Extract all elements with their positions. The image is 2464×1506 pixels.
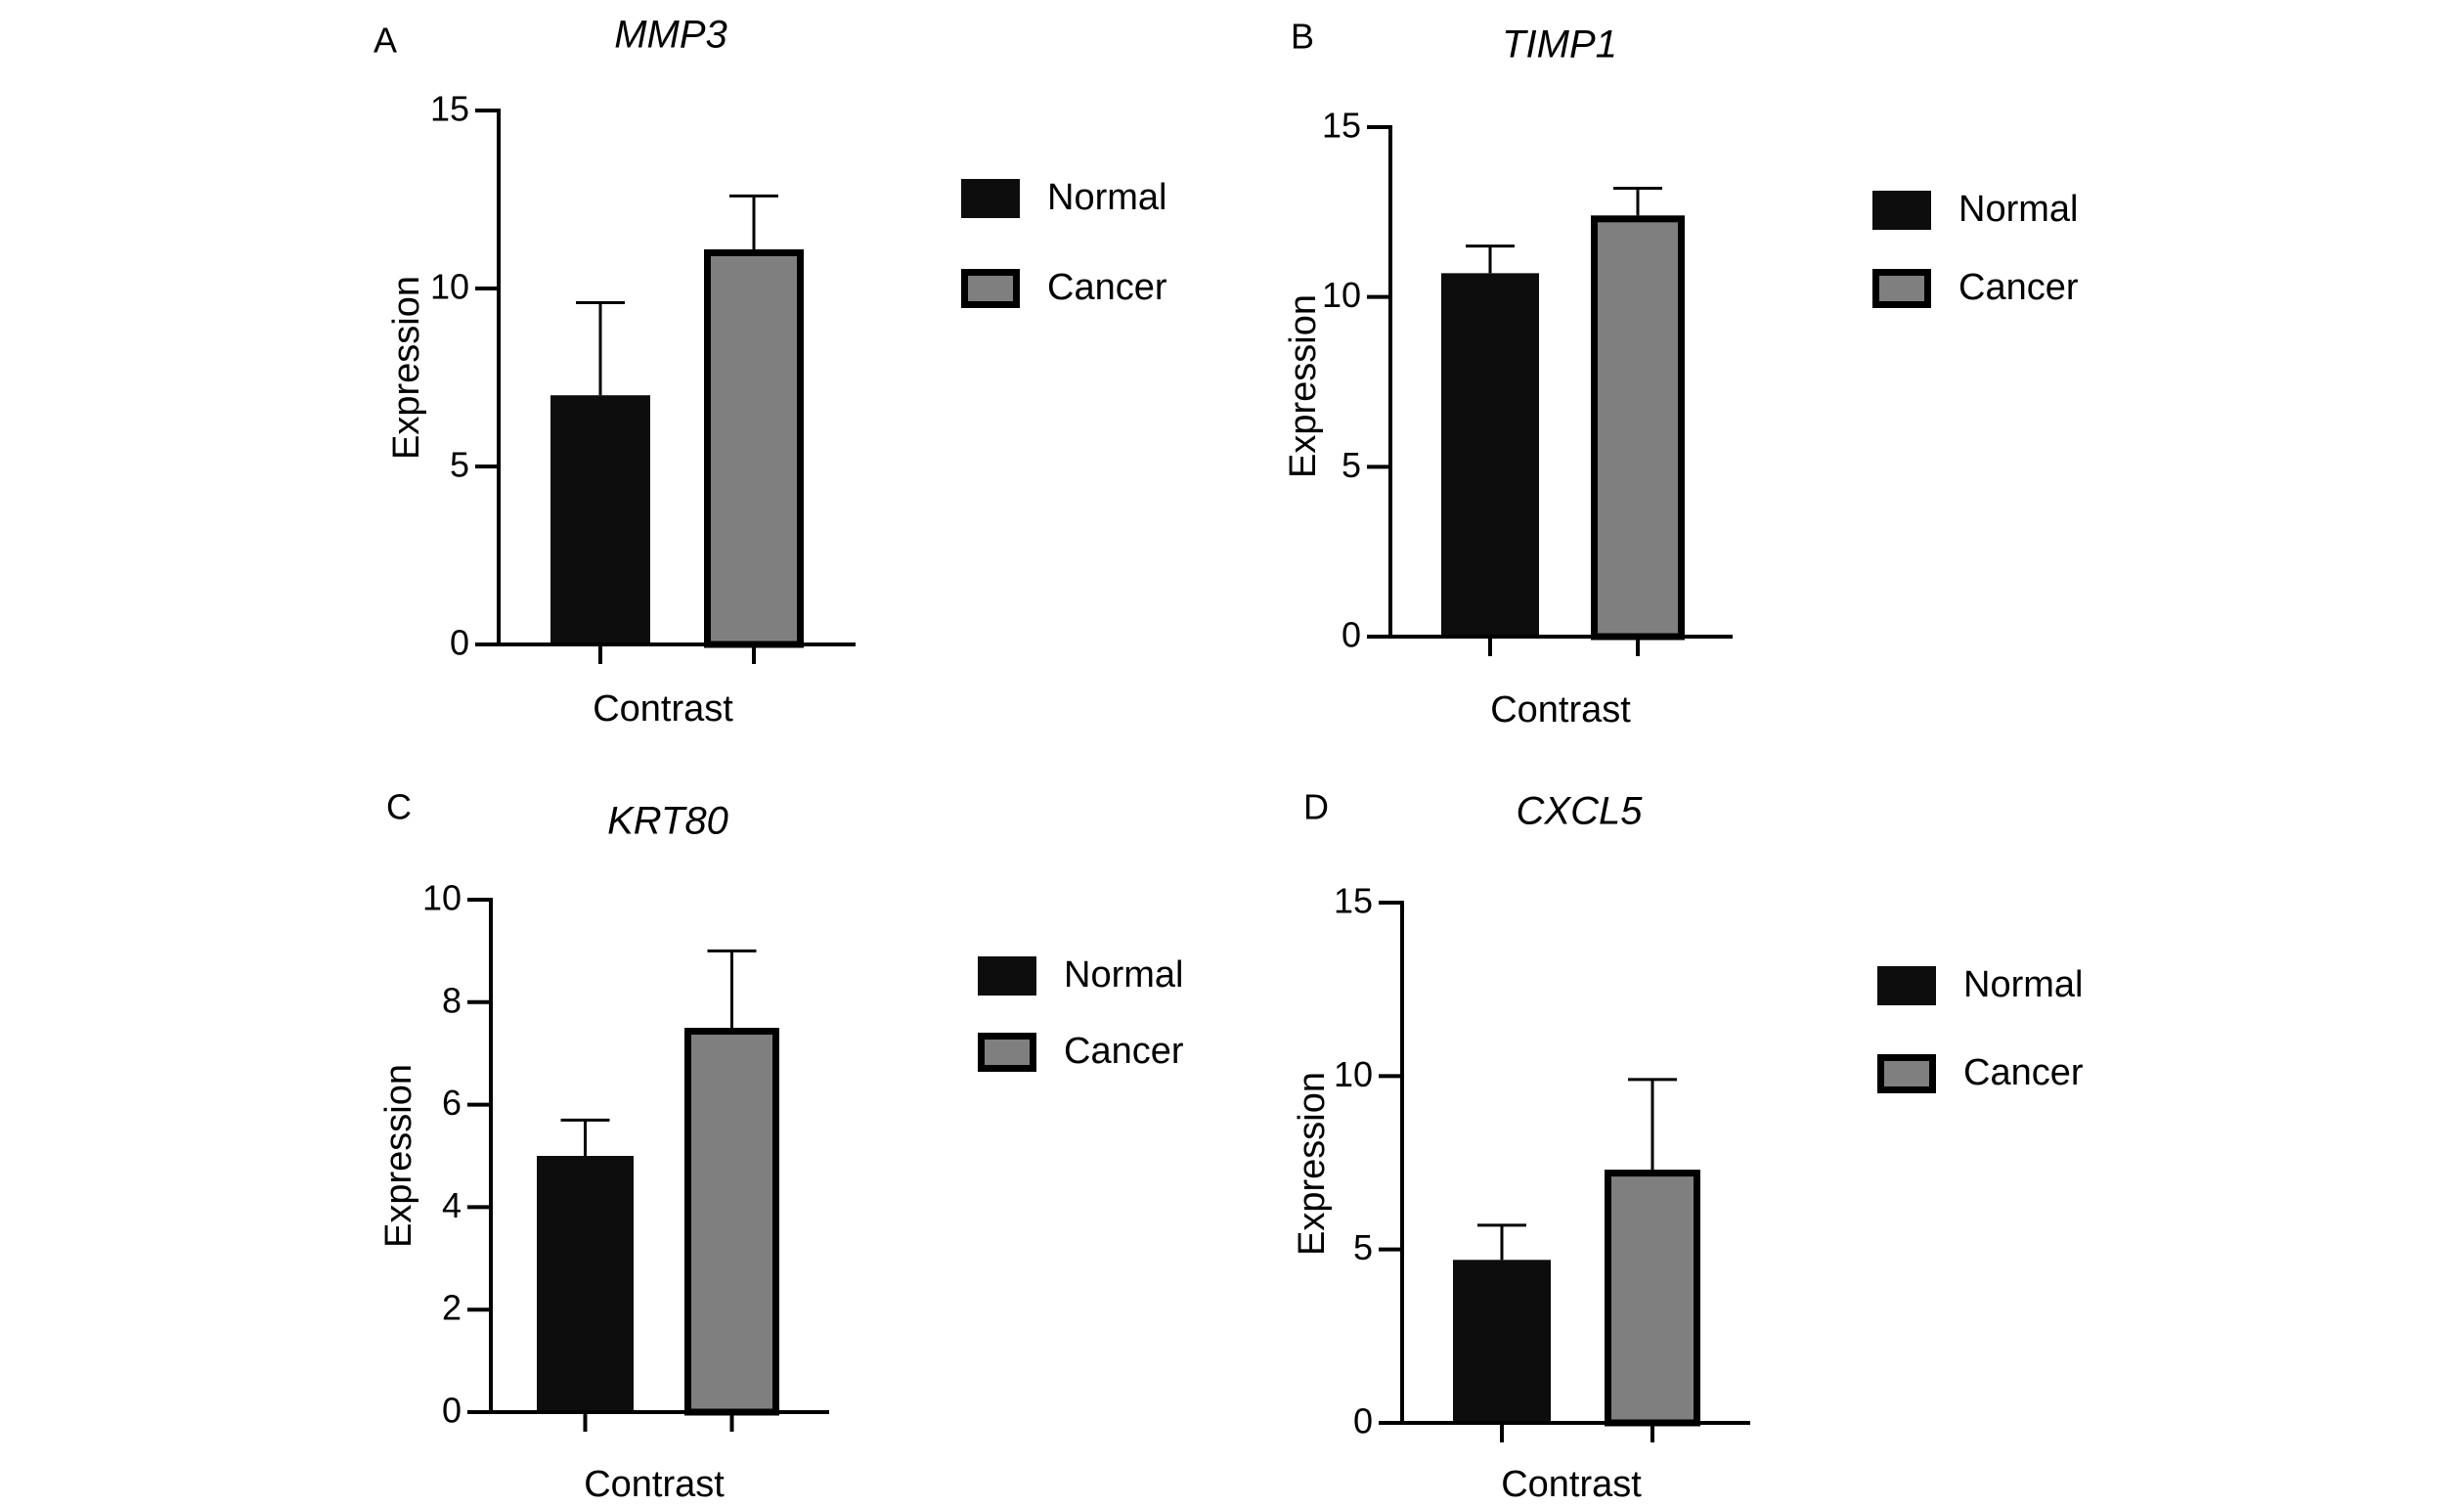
legend-swatch-cancer: [1877, 1054, 1936, 1093]
panel-title: MMP3: [614, 14, 727, 57]
panel-title: TIMP1: [1502, 23, 1617, 66]
legend-label-normal: Normal: [1958, 189, 2078, 230]
legend-swatch-normal: [961, 179, 1020, 218]
y-tick-label: 8: [442, 980, 462, 1020]
y-axis-title: Expression: [378, 1064, 419, 1248]
legend-swatch-cancer: [978, 1033, 1036, 1072]
legend: Normal Cancer: [961, 177, 1167, 308]
legend-swatch-cancer: [961, 269, 1020, 308]
bar-cancer: [684, 1028, 779, 1416]
panel-title: CXCL5: [1517, 790, 1644, 833]
y-axis-title: Expression: [386, 276, 427, 460]
legend-swatch-cancer: [1872, 269, 1931, 308]
bar-cancer: [704, 248, 804, 648]
legend-label-cancer: Cancer: [1963, 1052, 2084, 1093]
panel-letter: D: [1303, 787, 1329, 827]
legend: Normal Cancer: [978, 954, 1184, 1072]
y-tick-label: 5: [450, 445, 469, 485]
legend-swatch-normal: [1877, 966, 1936, 1005]
panel-d: D CXCL5 0 5 10 15 Contrast Expression Normal Canc…: [1292, 787, 2084, 1506]
bar-normal: [550, 395, 650, 646]
legend-label-cancer: Cancer: [1064, 1031, 1184, 1072]
bar-cancer: [1605, 1170, 1700, 1427]
y-tick-label: 0: [1342, 615, 1361, 655]
y-tick-label: 10: [1322, 275, 1361, 315]
legend-label-cancer: Cancer: [1958, 267, 2079, 308]
legend: Normal Cancer: [1872, 189, 2079, 308]
legend: Normal Cancer: [1877, 964, 2084, 1093]
y-tick-label: 6: [442, 1083, 462, 1123]
legend-label-normal: Normal: [1963, 964, 2083, 1005]
x-axis-label: Contrast: [1490, 689, 1631, 731]
legend-label-normal: Normal: [1047, 177, 1166, 218]
legend-label-normal: Normal: [1064, 954, 1183, 996]
bar-normal: [1441, 273, 1539, 638]
bar-normal: [1453, 1260, 1551, 1424]
y-tick-label: 0: [1353, 1401, 1373, 1441]
panel-letter: B: [1291, 17, 1314, 57]
y-tick-label: 0: [450, 623, 469, 663]
panel-letter: C: [386, 787, 412, 827]
y-tick-label: 0: [442, 1391, 462, 1431]
y-axis-title: Expression: [1292, 1072, 1333, 1256]
panel-title: KRT80: [607, 800, 728, 843]
y-tick-label: 2: [442, 1288, 462, 1328]
y-tick-label: 5: [1353, 1227, 1373, 1267]
legend-label-cancer: Cancer: [1047, 267, 1167, 308]
x-axis-label: Contrast: [1501, 1464, 1642, 1505]
y-tick-label: 15: [1322, 106, 1361, 146]
panel-a: A MMP3 0 5 10 15 Contrast Expression Normal Cance…: [374, 14, 1167, 730]
bar-cancer: [1591, 215, 1685, 641]
y-tick-label: 10: [1334, 1054, 1373, 1094]
x-axis-label: Contrast: [593, 688, 733, 730]
y-tick-label: 5: [1342, 445, 1361, 485]
legend-swatch-normal: [1872, 191, 1931, 230]
y-tick-label: 10: [430, 267, 469, 307]
panel-b: B TIMP1 0 5 10 15 Contrast Expression Normal Canc…: [1283, 17, 2079, 731]
y-tick-label: 15: [1334, 881, 1373, 921]
y-axis-title: Expression: [1283, 294, 1324, 478]
y-tick-label: 15: [430, 89, 469, 129]
panel-c: C KRT80 0 2 4 6 8 10 Contrast Expression Normal Can…: [378, 787, 1184, 1506]
legend-swatch-normal: [978, 956, 1036, 996]
y-tick-label: 4: [442, 1185, 462, 1225]
y-tick-label: 10: [422, 878, 462, 918]
bar-normal: [537, 1156, 634, 1413]
x-axis-label: Contrast: [584, 1464, 725, 1505]
panel-letter: A: [374, 21, 397, 61]
